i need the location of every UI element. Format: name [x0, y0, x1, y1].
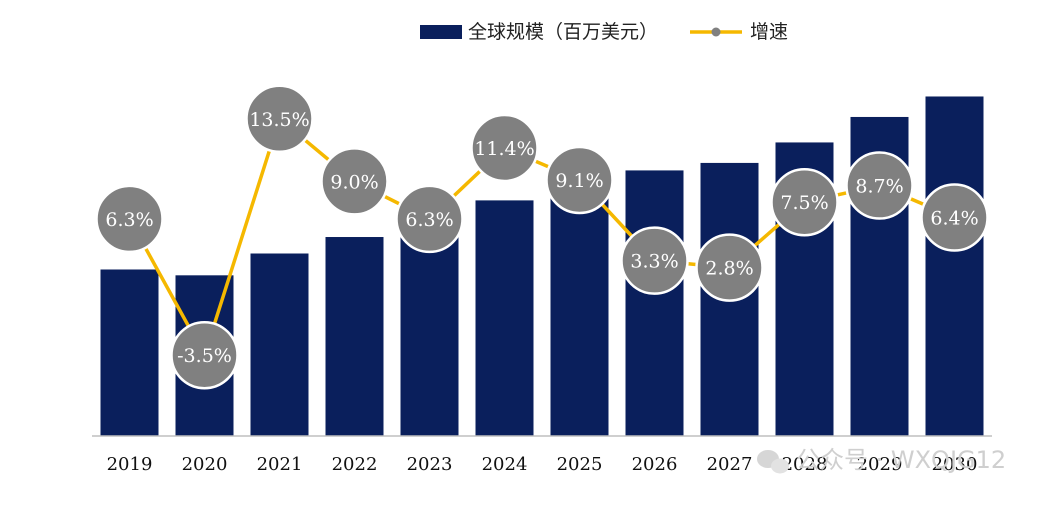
x-tick-label-2024: 2024	[482, 454, 528, 475]
bar-2026	[625, 170, 684, 437]
growth-bubble-2019: 6.3%	[95, 184, 164, 254]
growth-marker-2029	[845, 151, 914, 220]
growth-bubble-2022: 9.0%	[320, 147, 389, 216]
growth-bubble-2021: 13.5%	[245, 84, 314, 154]
growth-marker-2019	[95, 184, 164, 254]
growth-label-2019: 6.3%	[105, 209, 153, 231]
growth-label-2025: 9.1%	[555, 170, 603, 192]
bar-2022	[325, 237, 384, 436]
x-tick-label-2029: 2029	[857, 454, 903, 475]
x-tick-label-2028: 2028	[782, 454, 828, 475]
growth-label-2020: -3.5%	[177, 345, 232, 367]
x-tick-label-2023: 2023	[407, 454, 453, 475]
growth-label-2026: 3.3%	[630, 251, 678, 273]
growth-bubble-2024: 11.4%	[470, 113, 539, 183]
x-tick-label-2030: 2030	[932, 454, 978, 475]
x-tick-label-2019: 2019	[107, 454, 153, 475]
legend-bar-label: 全球规模（百万美元）	[468, 21, 658, 43]
growth-marker-2028	[770, 167, 839, 237]
growth-bubble-2028: 7.5%	[770, 167, 839, 237]
x-tick-labels: 2019 2020 2021 2022 2023 2024 2025 2026 2027 2028…	[107, 454, 978, 475]
bar-2019	[100, 269, 159, 436]
growth-marker-2030	[920, 183, 989, 252]
x-tick-label-2027: 2027	[707, 454, 753, 475]
growth-marker-2026	[620, 226, 689, 295]
growth-bubble-2030: 6.4%	[920, 183, 989, 252]
growth-bubble-2027: 2.8%	[695, 233, 764, 302]
growth-label-2027: 2.8%	[705, 258, 753, 280]
legend-line-label: 增速	[750, 21, 788, 43]
growth-marker-2020	[170, 320, 239, 390]
growth-bubble-2020: -3.5%	[170, 320, 239, 390]
bar-2024	[475, 200, 534, 436]
growth-label-2028: 7.5%	[780, 192, 828, 214]
x-tick-label-2026: 2026	[632, 454, 678, 475]
growth-marker-2024	[470, 113, 539, 183]
bar-series	[100, 96, 984, 437]
bar-2023	[400, 224, 459, 436]
growth-marker-2025	[545, 145, 614, 215]
watermark: 公众号 · WXQJG12	[757, 446, 1006, 474]
growth-label-2030: 6.4%	[930, 208, 978, 230]
bar-2021	[250, 253, 309, 436]
legend: 全球规模（百万美元） 增速	[420, 21, 788, 43]
growth-bubble-2026: 3.3%	[620, 226, 689, 295]
legend-line-marker	[711, 27, 721, 37]
watermark-text: 公众号 · WXQJG12	[796, 446, 1006, 474]
growth-marker-2021	[245, 84, 314, 154]
bar-2030	[925, 96, 984, 436]
growth-label-2022: 9.0%	[330, 171, 378, 193]
x-tick-label-2021: 2021	[257, 454, 303, 475]
growth-bubble-2029: 8.7%	[845, 151, 914, 220]
growth-marker-2027	[695, 233, 764, 302]
bar-2025	[550, 178, 609, 436]
growth-marker-2022	[320, 147, 389, 216]
legend-bar-swatch	[420, 25, 462, 39]
x-tick-label-2020: 2020	[182, 454, 228, 475]
wechat-icon	[757, 450, 789, 474]
x-tick-label-2022: 2022	[332, 454, 378, 475]
growth-label-2024: 11.4%	[474, 138, 534, 160]
growth-label-2023: 6.3%	[405, 209, 453, 231]
growth-bubble-2025: 9.1%	[545, 145, 614, 215]
growth-label-2021: 13.5%	[249, 109, 309, 131]
growth-marker-2023	[395, 184, 464, 254]
growth-bubble-2023: 6.3%	[395, 184, 464, 254]
growth-bubbles: 6.3% -3.5% 13.5% 9.0% 6.3% 11.4% 9.1% 3.3% 2.8% 7…	[95, 84, 989, 390]
growth-label-2029: 8.7%	[855, 176, 903, 198]
x-tick-label-2025: 2025	[557, 454, 603, 475]
